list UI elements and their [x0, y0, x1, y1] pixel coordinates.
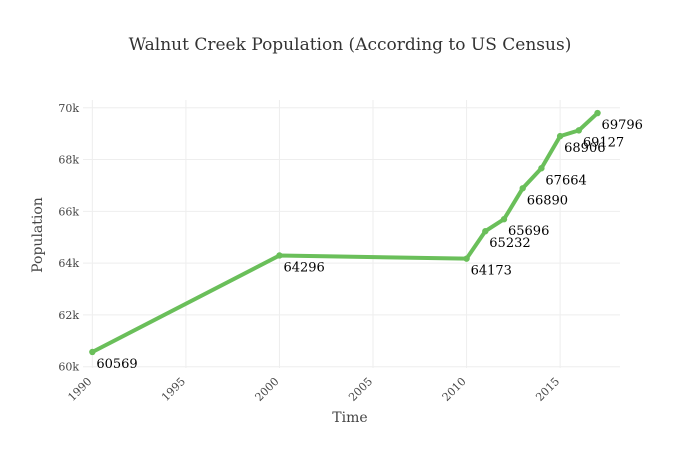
- data-point: [556, 132, 564, 140]
- data-label: 65696: [508, 224, 549, 239]
- x-axis-ticks: 1990 1995 2000 2005 2010 2015: [65, 375, 562, 404]
- data-label: 67664: [545, 173, 586, 188]
- data-label: 64296: [283, 260, 324, 275]
- x-tick-label: 2005: [346, 375, 375, 404]
- y-tick-label: 70k: [58, 102, 79, 115]
- data-point: [594, 109, 601, 117]
- x-tick-label: 2000: [253, 375, 282, 404]
- x-tick-label: 2015: [533, 375, 562, 404]
- data-point: [276, 252, 283, 259]
- population-line: [90, 111, 600, 354]
- x-axis-title: Time: [332, 410, 367, 426]
- y-axis-ticks: 60k 62k 64k 66k 68k 70k: [58, 102, 79, 374]
- x-tick-label: 2010: [440, 375, 469, 404]
- data-label: 69796: [602, 118, 643, 133]
- chart-title: Walnut Creek Population (According to US…: [129, 35, 572, 55]
- x-tick-label: 1990: [65, 375, 94, 404]
- data-point: [482, 228, 489, 235]
- data-label: 68906: [564, 141, 605, 156]
- data-point: [538, 165, 545, 172]
- data-label: 64173: [471, 264, 512, 279]
- y-axis-title: Population: [30, 197, 46, 273]
- data-label: 66890: [527, 193, 568, 208]
- data-point: [89, 348, 96, 356]
- data-label: 60569: [96, 357, 137, 372]
- data-label: 65232: [489, 236, 530, 251]
- y-tick-label: 68k: [58, 154, 79, 167]
- y-tick-label: 64k: [58, 257, 79, 270]
- grid: [83, 100, 620, 368]
- data-point: [463, 255, 470, 262]
- data-point: [500, 216, 508, 223]
- y-tick-label: 60k: [58, 361, 79, 374]
- data-point: [519, 185, 526, 192]
- x-tick-label: 1995: [159, 375, 188, 404]
- data-label: 69127: [583, 135, 624, 150]
- series: [89, 109, 601, 356]
- y-tick-label: 62k: [58, 309, 79, 322]
- data-point: [575, 127, 583, 134]
- y-tick-label: 66k: [58, 205, 79, 218]
